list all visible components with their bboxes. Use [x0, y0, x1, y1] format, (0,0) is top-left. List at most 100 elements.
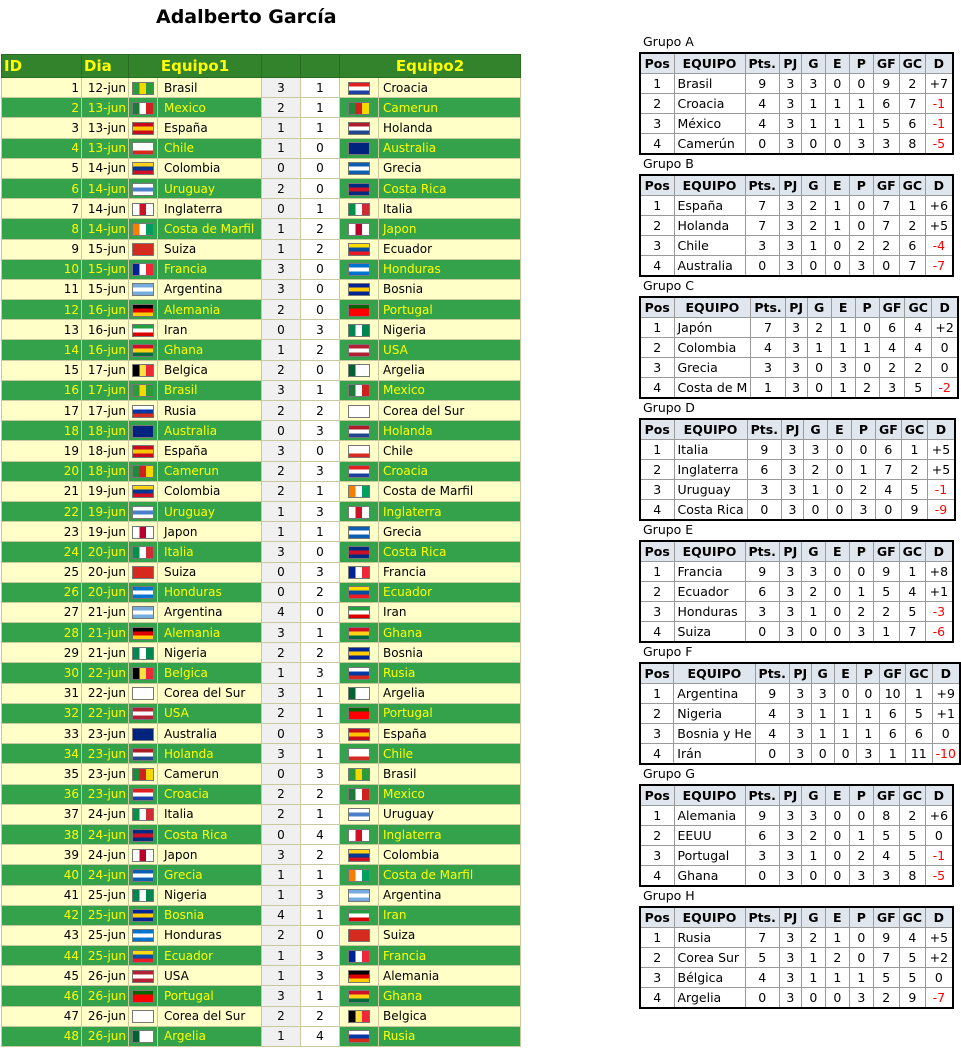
header-equipo1[interactable]: Equipo1	[128, 54, 262, 78]
team-drawn[interactable]: 1	[824, 113, 850, 134]
match-date[interactable]: 13-jun	[81, 137, 129, 159]
team-drawn[interactable]: 1	[830, 317, 856, 338]
team1-name[interactable]: Ghana	[157, 339, 262, 361]
match-id[interactable]: 7	[1, 198, 82, 220]
team1-name[interactable]: Francia	[157, 258, 262, 280]
header-id[interactable]: ID	[1, 54, 82, 78]
team-points[interactable]: 6	[744, 581, 780, 602]
team1-flag-cell[interactable]	[128, 97, 158, 119]
team-played[interactable]: 3	[784, 317, 808, 338]
match-date[interactable]: 25-jun	[81, 884, 129, 906]
team1-name[interactable]: Colombia	[157, 157, 262, 179]
match-id[interactable]: 14	[1, 339, 82, 361]
match-date[interactable]: 19-jun	[81, 500, 129, 523]
team-goals-for[interactable]: 9	[872, 927, 900, 948]
team-pos[interactable]: 4	[639, 133, 675, 155]
team-goals-for[interactable]: 3	[878, 377, 906, 399]
team-lost[interactable]: 3	[856, 743, 881, 765]
team-pos[interactable]: 1	[639, 439, 675, 460]
team-name[interactable]: Japón	[673, 317, 752, 338]
team-lost[interactable]: 2	[850, 479, 876, 500]
team-played[interactable]: 3	[778, 215, 802, 236]
team1-name[interactable]: Belgica	[157, 662, 262, 684]
team2-flag-cell[interactable]	[339, 299, 379, 321]
team-goals-for[interactable]: 8	[872, 805, 900, 826]
team1-flag-cell[interactable]	[128, 924, 158, 947]
group-header-cell[interactable]: D	[927, 418, 956, 440]
match-id[interactable]: 3	[1, 117, 82, 139]
team-lost[interactable]: 2	[848, 845, 874, 866]
group-header-cell[interactable]: E	[826, 418, 852, 440]
team-drawn[interactable]: 1	[824, 93, 850, 114]
team-goal-diff[interactable]: -6	[925, 621, 954, 643]
match-date[interactable]: 18-jun	[81, 460, 129, 482]
team-goals-against[interactable]: 6	[898, 235, 927, 256]
team-played[interactable]: 3	[780, 439, 804, 460]
match-id[interactable]: 12	[1, 299, 82, 321]
group-header-cell[interactable]: GF	[879, 662, 907, 684]
group-header-cell[interactable]: E	[830, 296, 856, 318]
group-header-cell[interactable]: D	[925, 52, 954, 74]
match-date[interactable]: 16-jun	[81, 319, 129, 341]
team2-flag-cell[interactable]	[339, 278, 379, 301]
team-goals-against[interactable]: 5	[900, 479, 929, 500]
team2-goals[interactable]: 2	[300, 844, 340, 866]
group-header-cell[interactable]: E	[833, 662, 858, 684]
team-points[interactable]: 0	[744, 621, 780, 643]
team-won[interactable]: 0	[800, 987, 826, 1009]
team-pos[interactable]: 1	[639, 561, 675, 582]
team-goals-against[interactable]: 1	[900, 439, 929, 460]
team-pos[interactable]: 1	[639, 195, 675, 216]
team-won[interactable]: 0	[800, 621, 826, 643]
team1-flag-cell[interactable]	[128, 137, 158, 159]
team1-name[interactable]: Uruguay	[157, 500, 262, 523]
match-date[interactable]: 15-jun	[81, 278, 129, 301]
group-header-cell[interactable]: P	[856, 662, 881, 684]
team-pos[interactable]: 4	[639, 621, 675, 643]
team2-goals[interactable]: 2	[300, 339, 340, 361]
team1-goals[interactable]: 0	[261, 722, 301, 745]
team2-flag-cell[interactable]	[339, 460, 379, 482]
team-drawn[interactable]: 0	[833, 683, 858, 704]
team-name[interactable]: México	[673, 113, 746, 134]
team2-flag-cell[interactable]	[339, 521, 379, 543]
team-points[interactable]: 3	[750, 357, 786, 378]
team-pos[interactable]: 1	[639, 73, 675, 94]
team-goals-for[interactable]: 2	[872, 235, 900, 256]
team-won[interactable]: 0	[802, 499, 828, 521]
team1-goals[interactable]: 2	[261, 803, 301, 825]
group-header-cell[interactable]: P	[848, 52, 874, 74]
team-goals-for[interactable]: 2	[872, 601, 900, 622]
team1-flag-cell[interactable]	[128, 521, 158, 543]
team-won[interactable]: 2	[800, 581, 826, 602]
team2-flag-cell[interactable]	[339, 97, 379, 119]
group-header-cell[interactable]: GC	[900, 418, 929, 440]
match-date[interactable]: 16-jun	[81, 339, 129, 361]
team-goals-for[interactable]: 4	[874, 479, 902, 500]
team-goals-against[interactable]: 2	[898, 805, 927, 826]
match-id[interactable]: 31	[1, 682, 82, 704]
team2-flag-cell[interactable]	[339, 985, 379, 1007]
team-lost[interactable]: 0	[848, 561, 874, 582]
team-points[interactable]: 7	[744, 927, 780, 948]
group-header-cell[interactable]: EQUIPO	[673, 296, 752, 318]
team2-goals[interactable]: 1	[300, 480, 340, 502]
team1-goals[interactable]: 1	[261, 137, 301, 159]
group-header-cell[interactable]: P	[848, 174, 874, 196]
team1-name[interactable]: USA	[157, 702, 262, 725]
match-id[interactable]: 6	[1, 177, 82, 200]
group-header-cell[interactable]: EQUIPO	[673, 784, 746, 806]
team-pos[interactable]: 4	[639, 865, 675, 887]
team-name[interactable]: Italia	[673, 439, 748, 460]
match-id[interactable]: 27	[1, 601, 82, 624]
match-id[interactable]: 2	[1, 97, 82, 119]
team-goal-diff[interactable]: 0	[930, 357, 959, 378]
team1-flag-cell[interactable]	[128, 238, 158, 260]
team-name[interactable]: España	[673, 195, 746, 216]
team-drawn[interactable]: 0	[824, 825, 850, 846]
team2-flag-cell[interactable]	[339, 379, 379, 402]
team-drawn[interactable]: 0	[826, 439, 852, 460]
team-pos[interactable]: 3	[639, 723, 675, 744]
team-drawn[interactable]: 0	[833, 743, 858, 765]
team1-goals[interactable]: 2	[261, 177, 301, 200]
